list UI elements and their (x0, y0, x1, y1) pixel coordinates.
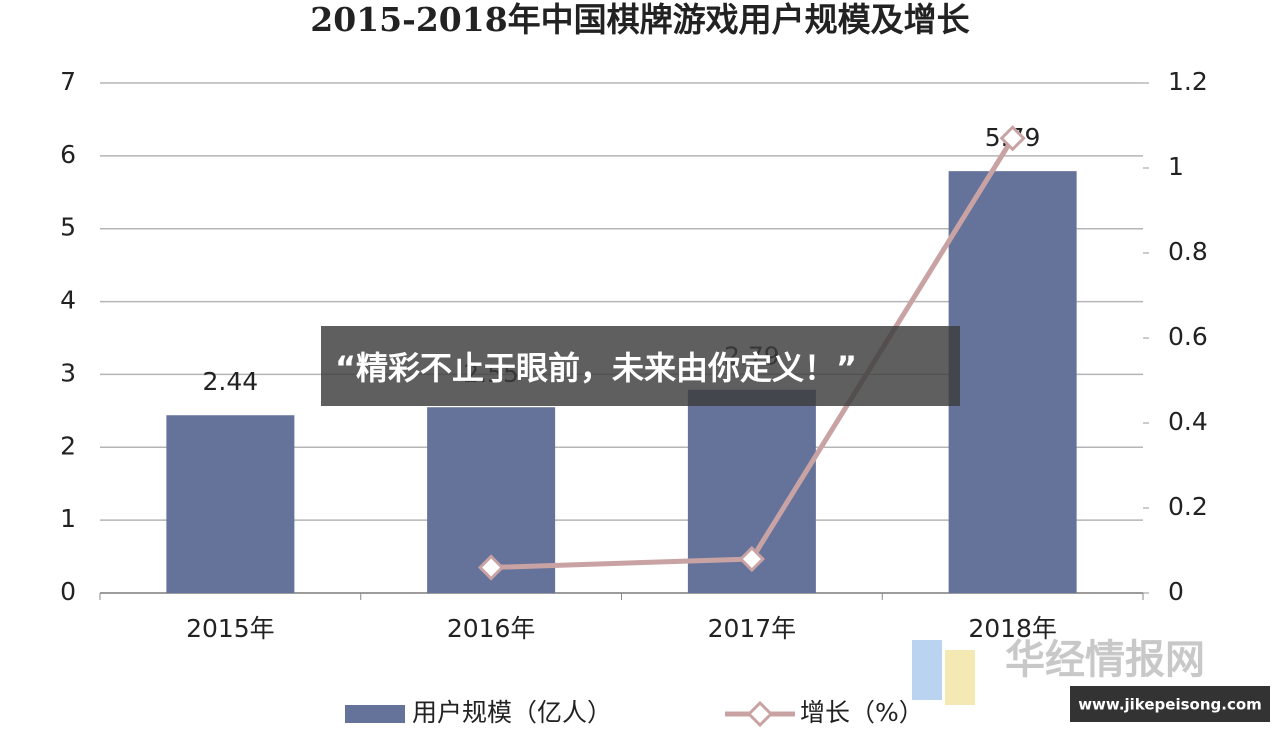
y2-tick-label: 1 (1168, 152, 1184, 181)
marker (478, 554, 505, 581)
y2-tick-label: 1.2 (1168, 67, 1208, 96)
banner-bg (321, 326, 960, 406)
site-text: www.jikepeisong.com (1078, 696, 1262, 714)
y-tick-label: 5 (60, 213, 76, 242)
watermark: 华经情报网 (1005, 637, 1205, 683)
marker (999, 125, 1026, 152)
site-badge (1070, 686, 1270, 722)
y-tick-label: 0 (60, 577, 76, 606)
x-tick-label: 2017年 (708, 614, 797, 643)
watermark-logo (945, 650, 975, 705)
y2-tick-label: 0 (1168, 577, 1184, 606)
y2-tick-label: 0.6 (1168, 322, 1208, 351)
legend-label: 增长（%） (800, 698, 924, 727)
y-tick-label: 1 (60, 504, 76, 533)
y-tick-label: 2 (60, 431, 76, 460)
bar (166, 415, 295, 593)
bar (948, 171, 1077, 593)
y-tick-label: 6 (60, 140, 76, 169)
banner-text: “精彩不止于眼前，未来由你定义！” (335, 349, 857, 387)
y2-tick-label: 0.2 (1168, 492, 1208, 521)
marker (738, 545, 765, 573)
legend-swatch (345, 705, 405, 723)
y2-tick-label: 0.4 (1168, 407, 1208, 436)
chart-title: 2015-2018年中国棋牌游戏用户规模及增长 (310, 0, 969, 39)
x-tick-label: 2015年 (186, 614, 275, 643)
watermark-logo (912, 640, 942, 700)
y-tick-label: 7 (60, 67, 76, 96)
legend-label: 用户规模（亿人） (412, 698, 612, 727)
data-label: 2.44 (203, 367, 259, 396)
y-tick-label: 3 (60, 358, 76, 387)
y2-tick-label: 0.8 (1168, 237, 1208, 266)
y-tick-label: 4 (60, 286, 76, 315)
x-tick-label: 2016年 (447, 614, 536, 643)
legend-swatch (746, 700, 774, 728)
x-tick-label: 2018年 (968, 614, 1057, 643)
